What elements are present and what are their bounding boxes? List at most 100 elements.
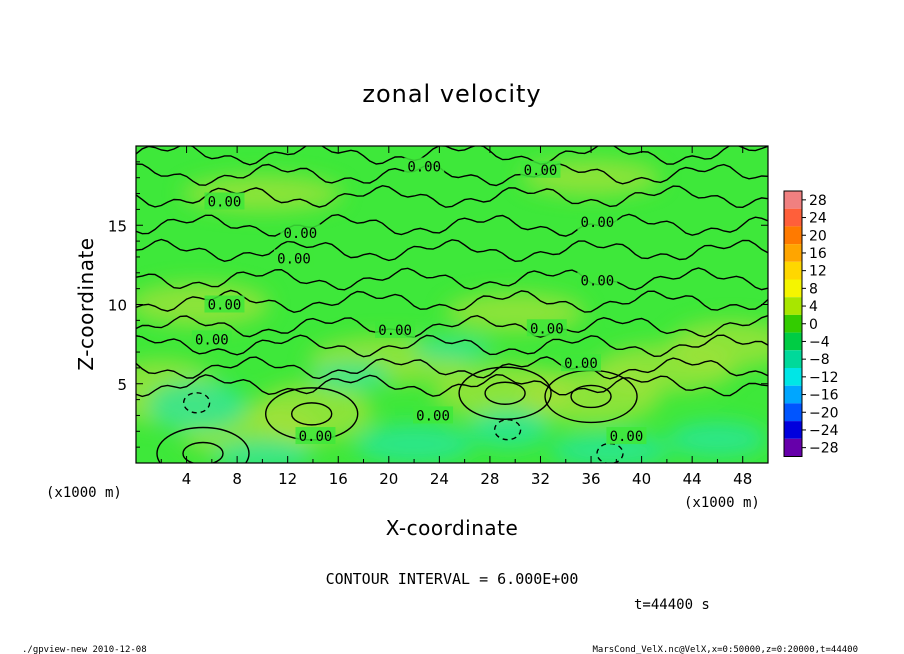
colorbar-swatch [784, 226, 802, 245]
x-tick-label: 16 [329, 470, 348, 488]
zero-contour-line [136, 289, 768, 314]
contour-label-bg [520, 160, 561, 178]
cool-shade [146, 379, 247, 432]
contour-label-bg [560, 354, 601, 372]
warm-contour [290, 402, 333, 426]
colorbar-label: 0 [809, 317, 818, 333]
contour-label-bg [295, 427, 336, 445]
colorbar-label: −4 [809, 334, 830, 350]
contour-label: 0.00 [299, 429, 333, 445]
x-tick-label: 20 [379, 470, 398, 488]
warm-contour [182, 441, 224, 463]
footer-right: MarsCond_VelX.nc@VelX,x=0:50000,z=0:2000… [592, 645, 858, 654]
x-unit-label-left: (x1000 m) [46, 485, 122, 501]
warm-shade [136, 282, 270, 327]
colorbar-swatch [784, 279, 802, 298]
colorbar-label: 8 [809, 281, 818, 297]
contour-label: 0.00 [378, 323, 412, 339]
contour-label-bg [606, 427, 647, 445]
colorbar-label: −8 [809, 352, 830, 368]
x-tick-label: 44 [683, 470, 702, 488]
contour-label: 0.00 [524, 163, 558, 179]
footer-left: ./gpview-new 2010-12-08 [22, 645, 147, 654]
cool-contour [182, 392, 211, 414]
colorbar-label: −16 [809, 388, 839, 404]
chart-title: zonal velocity [362, 80, 541, 108]
colorbar-swatch [784, 261, 802, 280]
contour-label-bg [280, 224, 321, 242]
plot-area [136, 146, 768, 463]
zero-contour-line [136, 163, 768, 187]
zero-contour-line [136, 146, 768, 166]
x-tick-label: 36 [581, 470, 600, 488]
zero-contour-line [136, 213, 768, 237]
x-tick-label: 24 [430, 470, 449, 488]
contour-label: 0.00 [581, 274, 615, 290]
colorbar-swatch [784, 191, 802, 209]
contour-label-bg [274, 249, 314, 267]
warm-contour [484, 381, 526, 405]
contour-label: 0.00 [195, 332, 229, 348]
colorbar-swatch [784, 385, 802, 404]
zero-contour-line [136, 238, 768, 263]
zero-contour-line [136, 373, 768, 398]
colorbar-swatch [784, 350, 802, 368]
contour-label-bg [577, 271, 618, 289]
zero-contour-line [136, 334, 768, 358]
y-axis-label: Z-coordinate [74, 237, 98, 370]
z-tick-label: 10 [108, 297, 127, 315]
zero-contour-line [136, 267, 768, 291]
contour-label: 0.00 [416, 408, 450, 424]
contour-label: 0.00 [208, 298, 242, 314]
contour-label-bg [404, 157, 445, 175]
contour-label-bg [204, 192, 245, 210]
x-axis-label: X-coordinate [386, 516, 519, 540]
cool-shade [412, 336, 492, 361]
colorbar-swatch [784, 438, 802, 457]
cool-shade [354, 423, 475, 463]
zero-contour-loop [156, 426, 250, 463]
x-unit-label-right: (x1000 m) [684, 495, 760, 511]
colorbar-label: 4 [809, 299, 818, 315]
colorbar-label: 20 [809, 228, 827, 244]
colorbar-swatch [784, 368, 802, 386]
x-tick-label: 12 [278, 470, 297, 488]
colorbar-label: 12 [809, 264, 827, 280]
colorbar-swatch [784, 244, 802, 262]
z-tick-label: 5 [117, 376, 127, 394]
cool-shade [468, 408, 549, 449]
contour-label-bg [204, 295, 245, 313]
colorbar-label: −20 [809, 405, 839, 421]
colorbar-swatch [784, 332, 802, 351]
zero-contour-loop [458, 366, 552, 420]
contour-label-bg [413, 406, 454, 424]
contour-label-bg [375, 320, 416, 338]
contour-label-bg [526, 319, 567, 337]
colorbar-swatch [784, 208, 802, 227]
colorbar-swatch [784, 314, 802, 333]
contour-label: 0.00 [581, 215, 615, 231]
colorbar-swatch [784, 403, 802, 422]
x-tick-label: 32 [531, 470, 550, 488]
colorbar-label: 16 [809, 246, 827, 262]
colorbar-swatch [784, 297, 802, 315]
contour-interval-text: CONTOUR INTERVAL = 6.000E+00 [326, 570, 579, 588]
colorbar-swatch [784, 421, 802, 439]
contour-label-bg [191, 330, 232, 348]
cool-shade [310, 361, 391, 390]
contour-label: 0.00 [530, 321, 564, 337]
x-tick-label: 48 [733, 470, 752, 488]
colorbar-label: 24 [809, 211, 827, 227]
x-tick-label: 8 [232, 470, 242, 488]
contour-label: 0.00 [564, 356, 598, 372]
zero-contour-line [136, 314, 768, 338]
zero-contour-line [136, 356, 768, 380]
x-tick-label: 28 [480, 470, 499, 488]
cool-contour [493, 419, 522, 441]
contour-label: 0.00 [208, 194, 242, 210]
colorbar-label: 28 [809, 193, 827, 209]
contour-label: 0.00 [277, 252, 311, 268]
contour-label: 0.00 [610, 429, 644, 445]
